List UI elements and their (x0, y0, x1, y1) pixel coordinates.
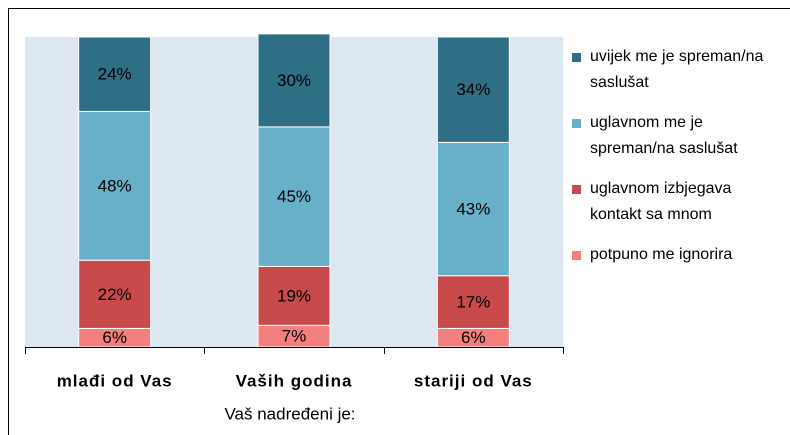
value-label: 30% (277, 71, 311, 90)
value-label: 24% (98, 65, 132, 84)
bar-segment (257, 126, 331, 267)
legend-label: uglavnom izbjegava kontakt sa mnom (590, 180, 732, 223)
legend-swatch (572, 251, 581, 260)
x-tick-label: mlađi od Vas (57, 371, 173, 390)
bar-segment (257, 265, 331, 326)
legend-item: uglavnom izbjegava kontakt sa mnom (572, 176, 787, 228)
legend-label: potpuno me ignorira (590, 246, 733, 263)
x-tick-label: stariji od Vas (414, 371, 533, 390)
value-label: 45% (277, 187, 311, 206)
legend-label: uvijek me je spreman/na saslušat (590, 48, 764, 91)
legend-item: potpuno me ignorira (572, 242, 787, 268)
value-label: 48% (98, 176, 132, 195)
frame (8, 8, 790, 435)
value-label: 6% (102, 328, 127, 347)
legend-item: uglavnom me je spreman/na saslušat (572, 110, 787, 162)
bar-segment (78, 36, 152, 112)
legend: uvijek me je spreman/na saslušat uglavnom… (572, 44, 787, 282)
value-label: 6% (461, 328, 486, 347)
bar-segment (436, 141, 510, 277)
x-tick-label: Vaših godina (236, 371, 353, 390)
bar-segment (78, 110, 152, 261)
value-label: 34% (456, 80, 490, 99)
legend-swatch (572, 185, 581, 194)
value-label: 22% (98, 285, 132, 304)
legend-item: uvijek me je spreman/na saslušat (572, 44, 787, 96)
legend-swatch (572, 53, 581, 62)
legend-swatch (572, 119, 581, 128)
value-label: 43% (456, 200, 490, 219)
value-label: 19% (277, 286, 311, 305)
x-axis-title: Vaš nadređeni je: (224, 404, 355, 423)
bar-segment (257, 33, 331, 128)
value-label: 17% (456, 293, 490, 312)
value-label: 7% (282, 327, 307, 346)
legend-label: uglavnom me je spreman/na saslušat (590, 114, 738, 157)
bar-segment (436, 36, 510, 143)
bar-segment (436, 275, 510, 329)
